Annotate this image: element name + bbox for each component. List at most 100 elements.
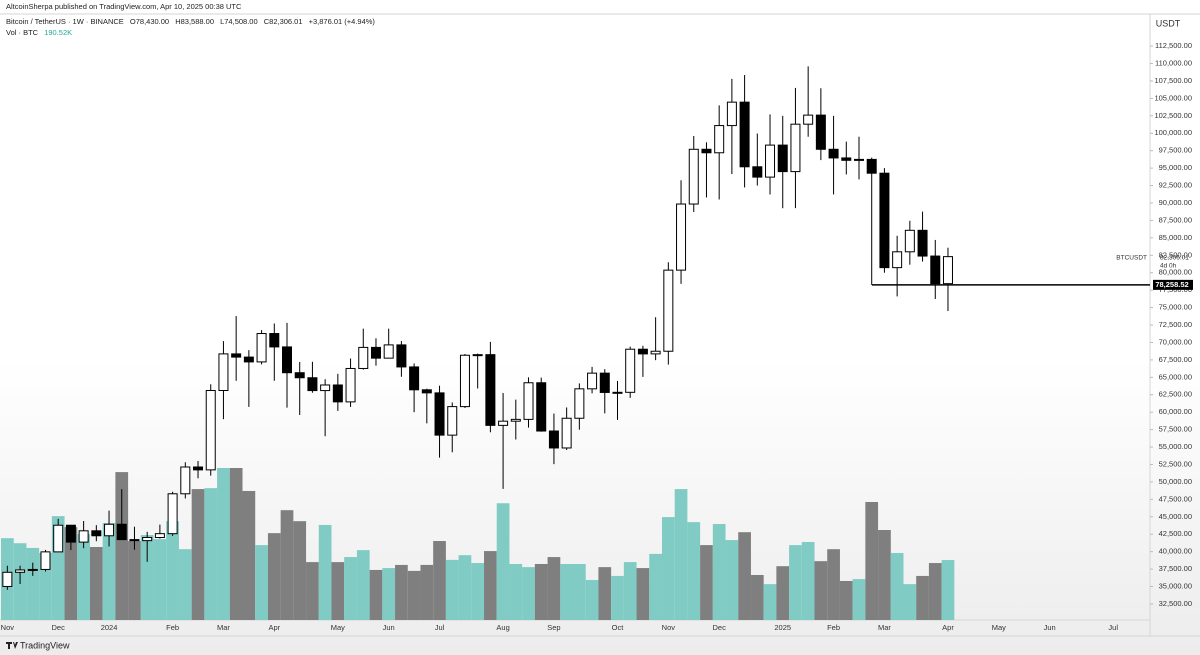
volume-bar: [242, 490, 256, 620]
candle-body: [523, 382, 534, 420]
volume-bar: [878, 529, 891, 620]
candle-body: [396, 344, 407, 368]
y-tick-label: 100,000.00: [1154, 128, 1192, 137]
volume-bar: [356, 550, 370, 620]
y-tick-label: 32,500.00: [1159, 599, 1192, 608]
volume-bar: [534, 563, 548, 620]
volume-bar: [649, 553, 662, 620]
candle-body: [2, 571, 13, 587]
volume-row: Vol · BTC 190.52K: [6, 28, 76, 37]
x-tick-label: Oct: [612, 623, 625, 632]
volume-bar: [712, 524, 726, 620]
candle-body: [612, 391, 623, 394]
y-tick-label: 95,000.00: [1159, 163, 1192, 172]
y-tick-label: 85,000.00: [1159, 233, 1192, 242]
y-tick-label: 40,000.00: [1159, 547, 1192, 556]
ohlc-high: H83,588.00: [175, 17, 214, 26]
candle-body: [599, 372, 610, 393]
candle-body: [587, 372, 598, 390]
candle-body: [650, 350, 661, 355]
volume-bar: [827, 549, 840, 620]
candle-body: [625, 348, 636, 393]
y-tick-label: 90,000.00: [1159, 198, 1192, 207]
candle-body: [193, 466, 204, 471]
x-tick-label: Apr: [942, 623, 954, 632]
volume-bar: [776, 566, 790, 620]
candle-body: [510, 418, 521, 422]
volume-bar: [166, 521, 179, 620]
volume-bar: [369, 569, 383, 620]
x-tick-label: Feb: [827, 623, 840, 632]
candle-body: [866, 158, 877, 174]
published-line: AltcoinSherpa published on TradingView.c…: [6, 2, 245, 11]
volume-bar: [382, 568, 396, 620]
y-tick-label: 50,000.00: [1159, 477, 1192, 486]
published-text: AltcoinSherpa published on TradingView.c…: [6, 2, 242, 11]
candle-body: [574, 388, 585, 419]
candle-body: [142, 537, 153, 542]
ohlc-open: O78,430.00: [129, 17, 170, 26]
x-tick-label: 2024: [101, 623, 118, 632]
volume-bar: [153, 539, 167, 620]
y-tick-label: 75,000.00: [1159, 303, 1192, 312]
volume-bar: [674, 489, 688, 620]
volume-bar: [204, 488, 218, 620]
volume-bar: [191, 489, 205, 620]
y-tick-label: 60,000.00: [1159, 407, 1192, 416]
volume-bar: [522, 567, 535, 620]
volume-bar: [661, 517, 675, 620]
symbol-title: Bitcoin / TetherUS · 1W · BINANCE: [6, 17, 124, 26]
volume-bar: [293, 521, 307, 620]
volume-bar: [636, 568, 650, 620]
candle-body: [904, 229, 915, 253]
volume-bar: [102, 523, 116, 620]
price-tag-symbol: BTCUSDT: [1116, 254, 1147, 261]
plot-area: [1, 66, 955, 620]
candle-body: [53, 524, 64, 553]
volume-bar: [903, 584, 917, 620]
candle-body: [243, 356, 254, 363]
candle-body: [27, 568, 38, 571]
y-tick-label: 55,000.00: [1159, 442, 1192, 451]
x-tick-label: Nov: [1, 623, 15, 632]
volume-bar: [750, 574, 764, 620]
volume-bar: [814, 561, 828, 620]
volume-bar: [916, 575, 929, 620]
candle-body: [154, 533, 165, 539]
candle-body: [332, 384, 343, 403]
volume-bar: [598, 567, 612, 620]
volume-bar: [318, 524, 332, 620]
volume-bar: [306, 562, 319, 620]
volume-bar: [801, 541, 815, 620]
candle-body: [637, 348, 648, 355]
candle-body: [930, 255, 941, 285]
y-tick-label: 47,500.00: [1159, 494, 1192, 503]
y-tick-label: 72,500.00: [1159, 320, 1192, 329]
volume-bar: [229, 468, 243, 620]
candle-body: [447, 406, 458, 436]
volume-bar: [267, 533, 281, 620]
volume-bar: [331, 562, 345, 620]
candle-body: [65, 524, 76, 543]
y-tick-label: 87,500.00: [1159, 215, 1192, 224]
candle-body: [752, 166, 763, 178]
y-tick-label: 82,500.00: [1159, 250, 1192, 259]
x-tick-label: Jun: [1044, 623, 1056, 632]
hline-label: 78,258.52: [1155, 280, 1188, 289]
candle-body: [256, 333, 267, 363]
volume-bar: [496, 503, 510, 620]
volume-last: 190.52K: [44, 28, 73, 37]
y-tick-label: 62,500.00: [1159, 390, 1192, 399]
volume-bar: [64, 527, 78, 620]
candle-body: [841, 157, 852, 161]
candle-body: [269, 333, 280, 348]
candle-body: [15, 569, 26, 573]
candle-body: [345, 367, 356, 403]
candle-body: [167, 493, 178, 535]
x-tick-label: Mar: [217, 623, 230, 632]
candle-body: [472, 354, 483, 357]
candle-body: [116, 523, 127, 541]
ohlc-change: +3,876.01 (+4.94%): [308, 17, 375, 26]
volume-bar: [433, 541, 446, 620]
